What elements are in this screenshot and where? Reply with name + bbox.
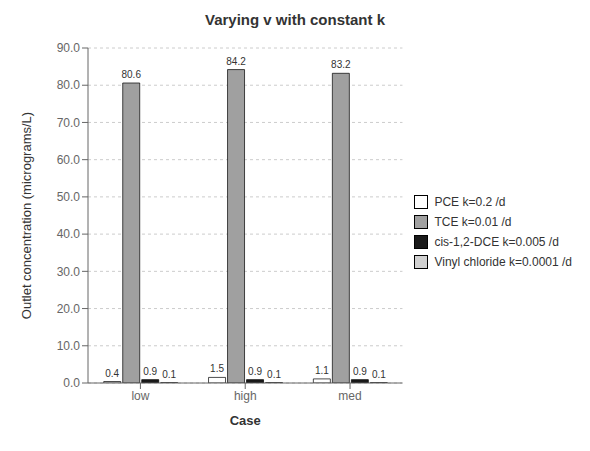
svg-text:0.4: 0.4 (105, 368, 119, 379)
svg-text:90.0: 90.0 (57, 41, 81, 55)
svg-text:0.1: 0.1 (372, 369, 386, 380)
svg-text:1.1: 1.1 (315, 365, 329, 376)
svg-text:0.9: 0.9 (143, 366, 157, 377)
svg-text:Outlet concentration (microgra: Outlet concentration (micrograms/L) (19, 112, 34, 319)
html-text:Varying v with constant k: Varying v with constant k (205, 11, 385, 28)
svg-text:60.0: 60.0 (57, 153, 81, 167)
html-text:PCE k=0.2 /d: PCE k=0.2 /d (434, 194, 506, 209)
svg-text:1.5: 1.5 (210, 363, 224, 374)
html-text:TCE k=0.01 /d: TCE k=0.01 /d (434, 214, 512, 229)
svg-text:0.9: 0.9 (248, 366, 262, 377)
svg-text:0.0: 0.0 (63, 376, 80, 390)
svg-text:40.0: 40.0 (57, 227, 81, 241)
svg-text:70.0: 70.0 (57, 116, 81, 130)
html-text:Vinyl chloride k=0.0001 /d: Vinyl chloride k=0.0001 /d (434, 254, 572, 269)
svg-text:80.6: 80.6 (121, 69, 141, 80)
html-text:cis-1,2-DCE k=0.005 /d: cis-1,2-DCE k=0.005 /d (434, 234, 559, 249)
svg-text:30.0: 30.0 (57, 265, 81, 279)
svg-text:0.1: 0.1 (267, 369, 281, 380)
svg-text:Case: Case (230, 413, 261, 428)
svg-text:0.1: 0.1 (162, 369, 176, 380)
svg-text:high: high (234, 389, 257, 403)
svg-text:84.2: 84.2 (226, 56, 246, 67)
svg-text:80.0: 80.0 (57, 78, 81, 92)
svg-text:low: low (131, 389, 149, 403)
svg-text:med: med (338, 389, 361, 403)
svg-text:50.0: 50.0 (57, 190, 81, 204)
svg-text:20.0: 20.0 (57, 302, 81, 316)
svg-text:0.9: 0.9 (353, 366, 367, 377)
svg-text:83.2: 83.2 (331, 59, 351, 70)
svg-text:10.0: 10.0 (57, 339, 81, 353)
